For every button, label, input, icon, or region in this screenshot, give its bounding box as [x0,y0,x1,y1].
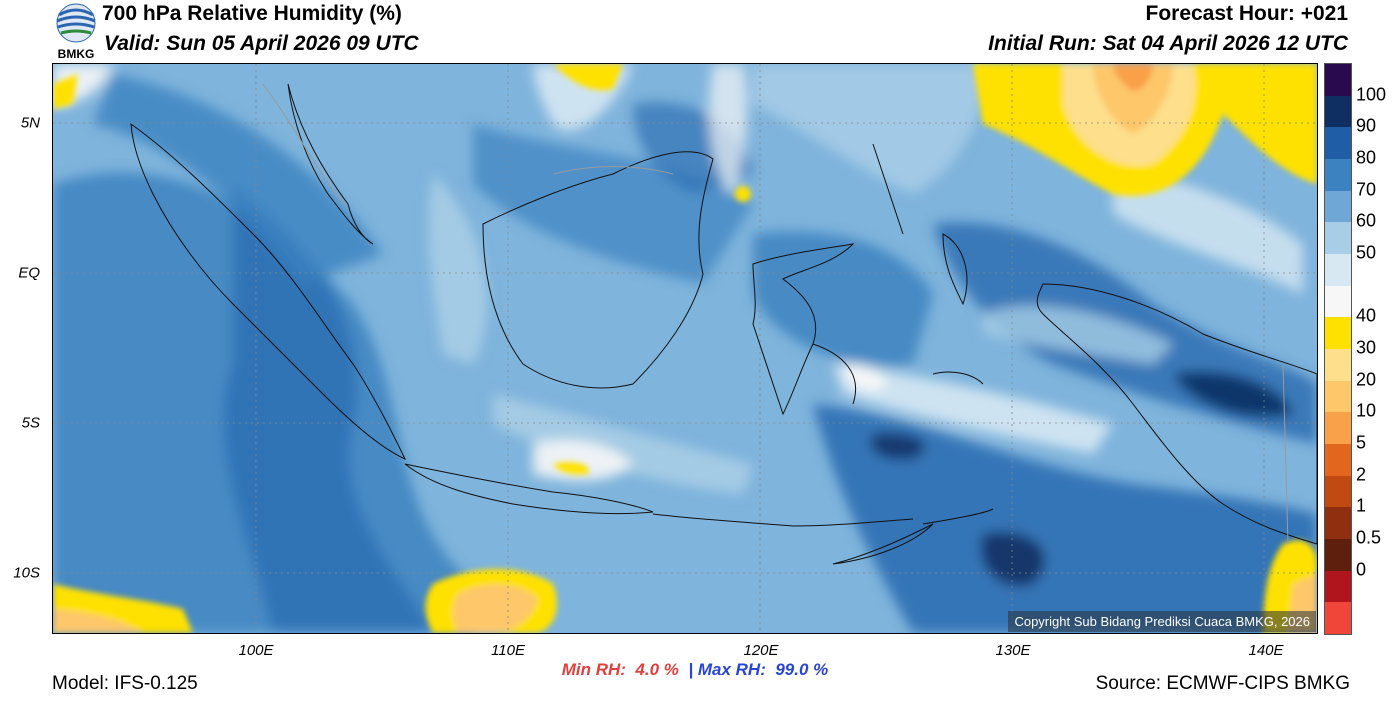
max-rh-label: Max RH: [697,660,766,679]
bmkg-logo: BMKG [50,1,102,61]
colorbar-segment [1325,285,1351,318]
colorbar-segment [1325,380,1351,413]
colorbar-segment [1325,159,1351,192]
forecast-hour: Forecast Hour: +021 [1145,2,1349,25]
lat-label-10s: 10S [13,564,40,582]
colorbar-label: 1 [1356,495,1367,516]
colorbar-segment [1325,444,1351,477]
colorbar-segment [1325,602,1351,635]
source-label: Source: ECMWF-CIPS BMKG [1095,673,1350,694]
colorbar-label: 40 [1356,305,1377,326]
lon-label-140e: 140E [1248,642,1284,659]
colorbar-segment [1325,254,1351,287]
colorbar-label: 50 [1356,242,1377,263]
colorbar-segment [1325,95,1351,128]
model-label: Model: IFS-0.125 [52,673,198,694]
coastlines [130,83,1317,565]
colorbar-segment [1325,64,1351,97]
logo-text: BMKG [58,47,95,61]
chart-title: 700 hPa Relative Humidity (%) [102,2,402,25]
initial-run: Initial Run: Sat 04 April 2026 12 UTC [988,32,1348,55]
lat-label-5n: 5N [20,114,40,132]
colorbar-label: 60 [1356,210,1377,231]
map-field [53,64,1317,633]
colorbar-segment [1325,475,1351,508]
valid-time: Valid: Sun 05 April 2026 09 UTC [104,32,419,55]
colorbar-segment [1325,127,1351,160]
colorbar-segment [1325,539,1351,572]
colorbar-segment [1325,222,1351,255]
colorbar-label: 20 [1356,369,1377,390]
colorbar-segment [1325,349,1351,382]
colorbar-segment [1325,412,1351,445]
min-rh-value: 4.0 % [635,660,679,679]
min-max-rh: Min RH: 4.0 % | Max RH: 99.0 % [0,660,1400,680]
colorbar-label: 10 [1356,400,1377,421]
colorbar-label: 30 [1356,337,1377,358]
colorbar [1324,63,1352,635]
max-rh-value: 99.0 % [775,660,829,679]
colorbar-label: 80 [1356,147,1377,168]
humidity-map: Copyright Sub Bidang Prediksi Cuaca BMKG… [52,63,1318,634]
min-rh-label: Min RH: [561,660,626,679]
colorbar-label: 5 [1356,432,1367,453]
colorbar-label: 2 [1356,464,1367,485]
colorbar-label: 70 [1356,179,1377,200]
lon-label-100e: 100E [238,642,274,659]
colorbar-segment [1325,317,1351,350]
lat-label-eq: EQ [18,264,40,282]
colorbar-label: 0.5 [1356,527,1382,548]
colorbar-segment [1325,190,1351,223]
lat-label-5s: 5S [21,414,40,432]
lon-label-130e: 130E [995,642,1031,659]
colorbar-segment [1325,507,1351,540]
lon-label-120e: 120E [743,642,779,659]
lon-label-110e: 110E [491,642,525,659]
colorbar-label: 90 [1356,115,1377,136]
colorbar-label: 100 [1356,84,1387,105]
colorbar-label: 0 [1356,559,1367,580]
copyright-notice: Copyright Sub Bidang Prediksi Cuaca BMKG… [1008,611,1316,632]
separator: | [688,660,694,679]
colorbar-segment [1325,570,1351,603]
graticule [53,64,1317,633]
